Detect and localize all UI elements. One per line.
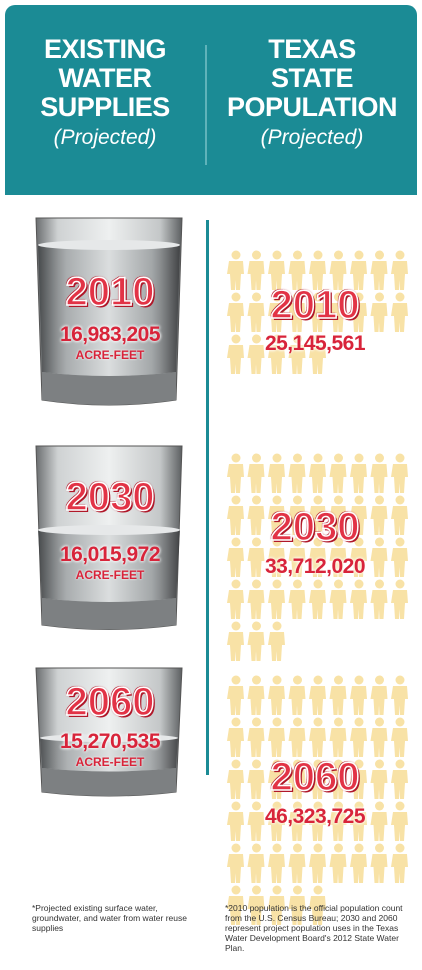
left-header: EXISTING WATER SUPPLIES (Projected) — [10, 35, 200, 150]
person-icon — [330, 676, 347, 716]
header-subtitle: (Projected) — [10, 126, 200, 150]
person-icon — [330, 718, 347, 758]
person-icon — [227, 454, 244, 494]
footnote: *Projected existing surface water, groun… — [32, 903, 192, 933]
person-icon — [350, 718, 367, 758]
person-icon — [227, 844, 244, 884]
person-icon — [350, 580, 367, 620]
person-icon — [289, 454, 306, 494]
water-unit: ACRE-FEET — [30, 568, 190, 582]
population-amount: 33,712,020 — [230, 555, 400, 579]
person-icon — [309, 580, 326, 620]
person-icon — [309, 718, 326, 758]
header-subtitle: (Projected) — [217, 126, 407, 150]
header: EXISTING WATER SUPPLIES (Projected) TEXA… — [5, 5, 417, 195]
person-icon — [350, 676, 367, 716]
population-amount: 25,145,561 — [230, 332, 400, 356]
person-icon — [268, 844, 285, 884]
footnote: *2010 population is the official populat… — [225, 903, 405, 953]
person-icon — [227, 676, 244, 716]
person-icon — [248, 844, 265, 884]
person-icon — [289, 844, 306, 884]
water-unit: ACRE-FEET — [30, 348, 190, 362]
person-icon — [391, 580, 408, 620]
person-icon — [371, 454, 388, 494]
divider — [206, 220, 209, 775]
water-year: 2060 — [30, 680, 190, 725]
header-title-line: TEXAS — [217, 35, 407, 64]
person-icon — [371, 676, 388, 716]
person-icon — [268, 622, 285, 662]
person-icon — [309, 676, 326, 716]
person-icon — [391, 844, 408, 884]
person-icon — [227, 622, 244, 662]
population-year: 2060 — [230, 755, 400, 800]
infographic: EXISTING WATER SUPPLIES (Projected) TEXA… — [0, 0, 422, 970]
population-year: 2010 — [230, 283, 400, 328]
water-year: 2030 — [30, 475, 190, 520]
header-title-line: STATE — [217, 64, 407, 93]
person-icon — [371, 718, 388, 758]
person-icon — [227, 580, 244, 620]
person-icon — [350, 454, 367, 494]
water-amount: 16,015,972 — [30, 543, 190, 567]
population-amount: 46,323,725 — [230, 805, 400, 829]
person-icon — [391, 676, 408, 716]
person-icon — [330, 580, 347, 620]
header-title-line: POPULATION — [217, 93, 407, 122]
person-icon — [248, 622, 265, 662]
person-icon — [248, 676, 265, 716]
person-icon — [268, 454, 285, 494]
person-icon — [309, 454, 326, 494]
person-icon — [371, 580, 388, 620]
person-icon — [268, 580, 285, 620]
water-amount: 15,270,535 — [30, 730, 190, 754]
header-title-line: SUPPLIES — [10, 93, 200, 122]
person-icon — [289, 718, 306, 758]
header-title-line: WATER — [10, 64, 200, 93]
person-icon — [289, 676, 306, 716]
person-icon — [227, 718, 244, 758]
person-icon — [350, 844, 367, 884]
person-icon — [309, 844, 326, 884]
person-icon — [248, 454, 265, 494]
person-icon — [268, 718, 285, 758]
water-unit: ACRE-FEET — [30, 755, 190, 769]
glass — [36, 446, 182, 630]
header-title-line: EXISTING — [10, 35, 200, 64]
person-icon — [268, 676, 285, 716]
person-icon — [371, 844, 388, 884]
person-icon — [330, 844, 347, 884]
person-icon — [391, 718, 408, 758]
person-icon — [330, 454, 347, 494]
right-header: TEXAS STATE POPULATION (Projected) — [217, 35, 407, 150]
person-icon — [248, 580, 265, 620]
person-icon — [248, 718, 265, 758]
person-icon — [289, 580, 306, 620]
divider — [205, 45, 207, 165]
water-amount: 16,983,205 — [30, 323, 190, 347]
water-year: 2010 — [30, 270, 190, 315]
population-year: 2030 — [230, 505, 400, 550]
person-icon — [391, 454, 408, 494]
